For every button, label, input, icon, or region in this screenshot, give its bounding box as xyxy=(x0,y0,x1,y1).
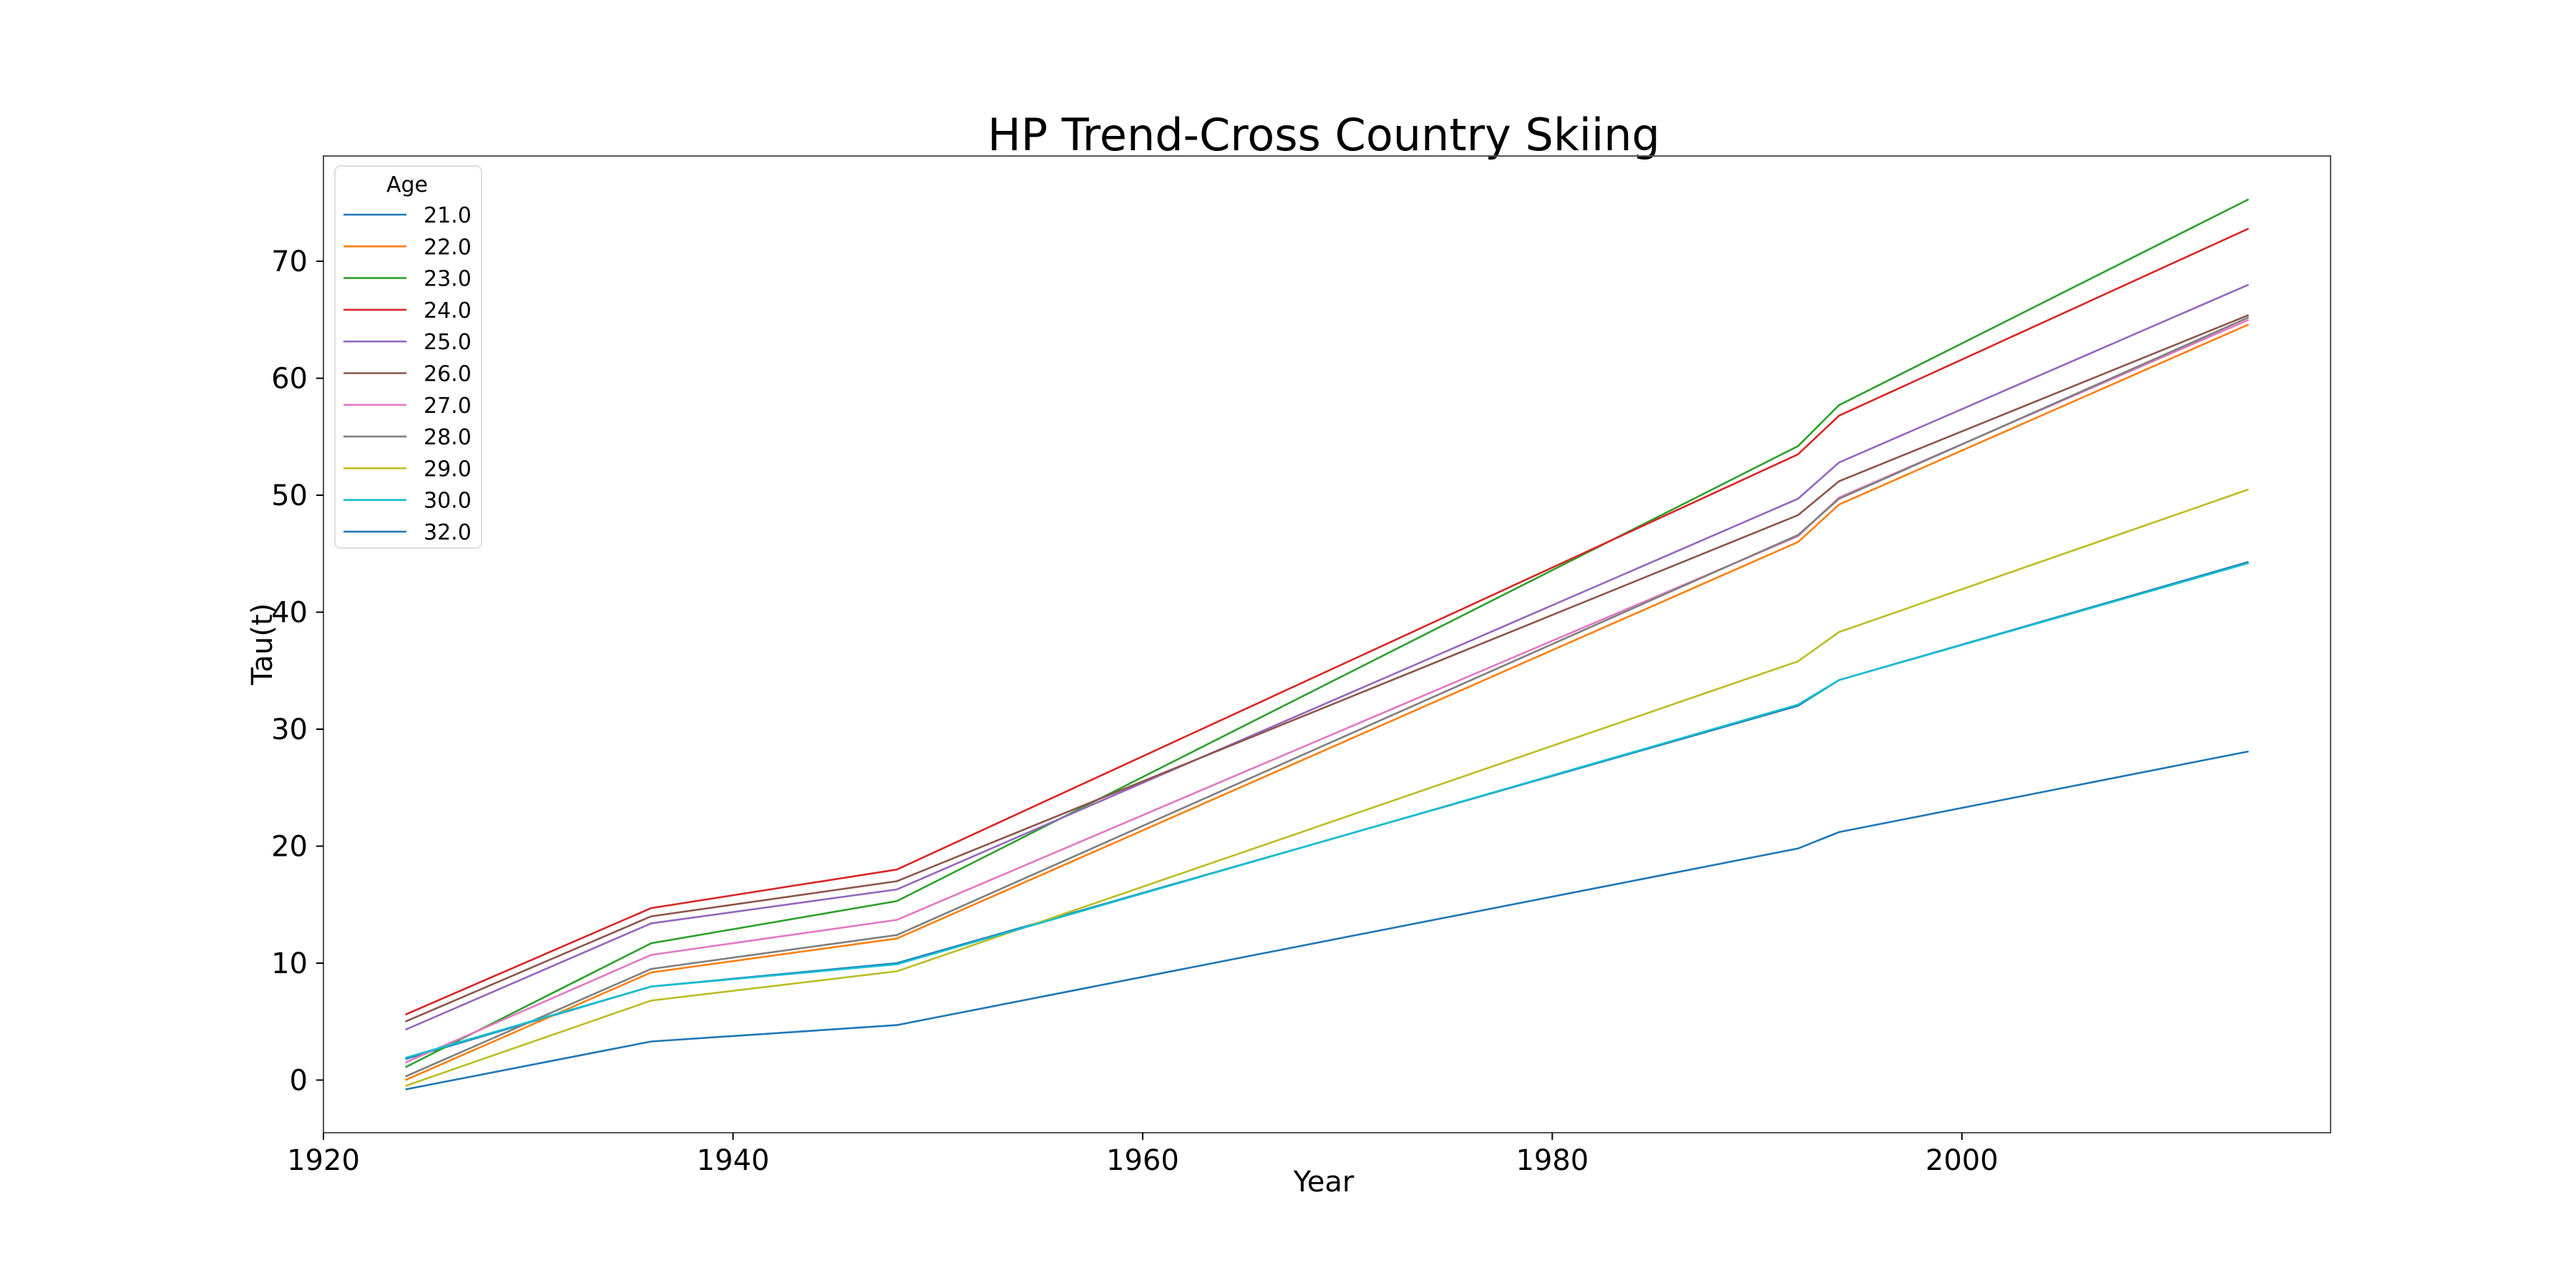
legend-label: 22.0 xyxy=(424,235,472,260)
legend-label: 24.0 xyxy=(424,298,472,323)
y-tick-label: 20 xyxy=(271,830,308,863)
x-tick-label: 1920 xyxy=(287,1144,360,1177)
plot-area: 1920 1940 1960 1980 2000 0 10 20 30 40 50 60 70 xyxy=(271,155,2331,1177)
legend-label: 25.0 xyxy=(424,330,472,355)
series-line-24-0 xyxy=(404,228,2250,1016)
x-ticks: 1920 1940 1960 1980 2000 xyxy=(287,1133,1999,1177)
series-line-32-0 xyxy=(405,750,2249,1091)
y-tick-label: 50 xyxy=(271,479,308,512)
y-tick-label: 30 xyxy=(271,713,308,746)
legend-label: 29.0 xyxy=(424,457,472,482)
legend-title: Age xyxy=(386,172,428,197)
legend-box xyxy=(334,165,482,549)
legend: Age 21.0 22.0 23.0 24.0 25.0 26.0 27.0 28.0 29.0… xyxy=(334,165,482,549)
x-axis-label: Year xyxy=(1293,1166,1355,1199)
y-tick-label: 0 xyxy=(290,1064,308,1097)
x-tick-label: 1960 xyxy=(1106,1144,1179,1177)
series-line-26-0 xyxy=(404,314,2249,1023)
legend-label: 32.0 xyxy=(424,520,472,545)
y-tick-label: 10 xyxy=(271,947,308,980)
series-line-28-0 xyxy=(404,316,2250,1078)
y-ticks: 0 10 20 30 40 50 60 70 xyxy=(271,245,323,1097)
legend-label: 27.0 xyxy=(424,394,472,419)
legend-entries: 21.0 22.0 23.0 24.0 25.0 26.0 27.0 28.0 29.0 30.0… xyxy=(343,203,472,545)
series-line-25-0 xyxy=(404,283,2250,1031)
legend-label: 21.0 xyxy=(424,203,472,228)
x-tick-label: 1940 xyxy=(697,1144,770,1177)
series-line-23-0 xyxy=(404,198,2250,1068)
y-tick-label: 40 xyxy=(271,597,308,630)
legend-label: 28.0 xyxy=(424,425,472,450)
chart-title: HP Trend-Cross Country Skiing xyxy=(987,109,1660,161)
series-line-22-0 xyxy=(404,323,2250,1081)
x-tick-label: 1980 xyxy=(1516,1144,1589,1177)
series-group xyxy=(404,198,2250,1091)
y-tick-label: 70 xyxy=(271,245,308,278)
y-axis-label: Tau(t) xyxy=(246,603,279,686)
legend-label: 26.0 xyxy=(424,362,472,387)
legend-label: 23.0 xyxy=(424,267,472,292)
x-tick-label: 2000 xyxy=(1926,1144,1999,1177)
series-line-30-0 xyxy=(405,562,2249,1059)
plot-frame xyxy=(323,155,2331,1133)
y-tick-label: 60 xyxy=(271,363,308,396)
legend-label: 30.0 xyxy=(424,489,472,514)
series-line-29-0 xyxy=(405,488,2249,1087)
